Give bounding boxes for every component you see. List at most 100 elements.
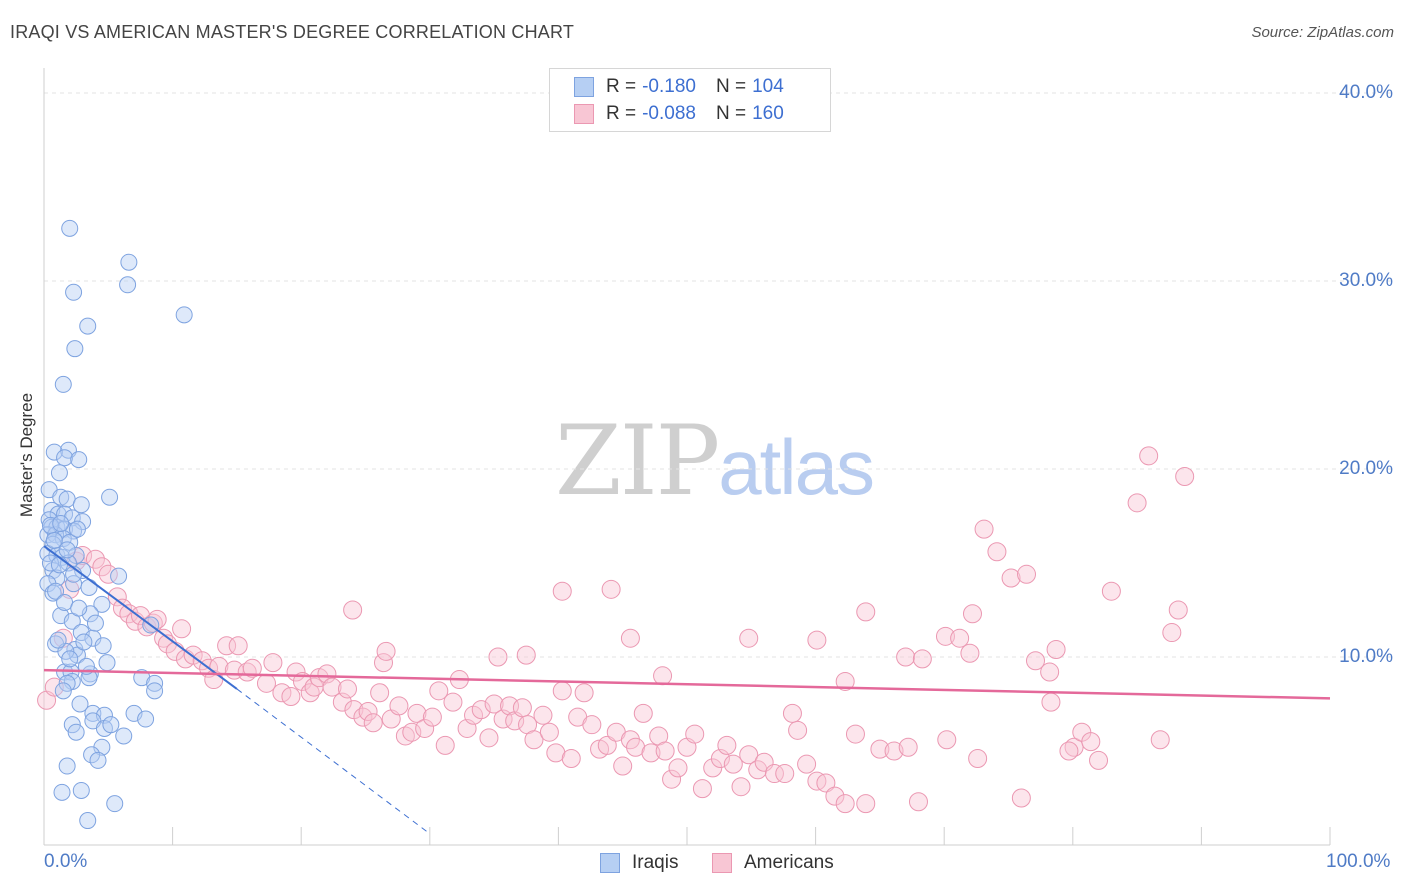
point-iraqis — [45, 443, 63, 461]
point-americans — [73, 545, 93, 565]
point-americans — [764, 764, 784, 784]
point-iraqis — [58, 541, 76, 559]
point-americans — [974, 519, 994, 539]
point-americans — [353, 707, 373, 727]
point-americans — [363, 713, 383, 733]
point-iraqis — [98, 654, 116, 672]
point-americans — [1040, 662, 1060, 682]
point-americans — [1041, 692, 1061, 712]
point-americans — [685, 724, 705, 744]
legend-n-label: N = — [715, 76, 747, 97]
point-americans — [1089, 750, 1109, 770]
point-americans — [835, 794, 855, 814]
point-americans — [717, 735, 737, 755]
point-americans — [574, 683, 594, 703]
point-americans — [788, 720, 808, 740]
point-americans — [422, 707, 442, 727]
point-americans — [256, 673, 276, 693]
y-tick-label: 30.0% — [1339, 270, 1393, 291]
point-iraqis — [94, 637, 112, 655]
point-iraqis — [44, 584, 62, 602]
point-americans — [739, 628, 759, 648]
point-americans — [217, 636, 237, 656]
point-americans — [479, 728, 499, 748]
point-americans — [845, 724, 865, 744]
point-americans — [471, 700, 491, 720]
point-iraqis — [93, 595, 111, 613]
point-iraqis — [75, 633, 93, 651]
point-americans — [1064, 737, 1084, 757]
point-americans — [668, 758, 688, 778]
point-iraqis — [101, 488, 119, 506]
point-americans — [488, 647, 508, 667]
point-iraqis — [106, 795, 124, 813]
point-iraqis — [65, 283, 83, 301]
point-iraqis — [50, 556, 68, 574]
chart-title: IRAQI VS AMERICAN MASTER'S DEGREE CORREL… — [10, 22, 575, 42]
point-americans — [856, 602, 876, 622]
source-label: Source: ZipAtlas.com — [1251, 24, 1394, 41]
trendline-americans — [43, 668, 1331, 700]
point-americans — [898, 737, 918, 757]
point-americans — [582, 715, 602, 735]
point-americans — [775, 764, 795, 784]
point-americans — [1046, 639, 1066, 659]
legend-swatch-iraqis — [574, 77, 594, 97]
point-americans — [723, 754, 743, 774]
point-americans — [322, 677, 342, 697]
point-americans — [337, 679, 357, 699]
trendline-iraqis — [43, 545, 238, 690]
point-americans — [935, 626, 955, 646]
point-americans — [389, 696, 409, 716]
point-iraqis — [72, 781, 90, 799]
point-americans — [154, 628, 174, 648]
point-americans — [300, 683, 320, 703]
point-iraqis — [67, 723, 85, 741]
y-tick-label: 10.0% — [1339, 646, 1393, 667]
trendline-iraqis-extension — [236, 688, 431, 835]
bottom-legend-label-americans: Americans — [744, 852, 834, 873]
point-americans — [395, 726, 415, 746]
point-iraqis — [58, 757, 76, 775]
point-americans — [242, 658, 262, 678]
legend-swatch-americans — [574, 104, 594, 124]
point-iraqis — [133, 669, 151, 687]
point-iraqis — [54, 375, 72, 393]
point-iraqis — [70, 599, 88, 617]
point-americans — [968, 749, 988, 769]
point-americans — [147, 609, 167, 629]
point-americans — [655, 741, 675, 761]
point-americans — [1139, 446, 1159, 466]
y-axis-label: Master's Degree — [17, 392, 36, 518]
point-americans — [816, 773, 836, 793]
point-americans — [731, 777, 751, 797]
bottom-legend-label-iraqis: Iraqis — [632, 852, 679, 873]
point-americans — [484, 694, 504, 714]
point-iraqis — [47, 582, 65, 600]
watermark-zip: ZIP — [555, 405, 720, 517]
point-americans — [85, 549, 105, 569]
point-americans — [962, 604, 982, 624]
point-iraqis — [74, 562, 92, 580]
point-americans — [1059, 741, 1079, 761]
watermark: ZIPatlas — [555, 405, 875, 517]
bottom-swatch-americans — [712, 853, 732, 873]
point-americans — [443, 692, 463, 712]
point-americans — [1127, 493, 1147, 513]
point-americans — [1001, 568, 1021, 588]
point-iraqis — [58, 490, 76, 508]
point-iraqis — [79, 812, 97, 830]
point-iraqis — [80, 578, 98, 596]
point-iraqis — [175, 306, 193, 324]
point-iraqis — [61, 650, 79, 668]
point-americans — [1101, 581, 1121, 601]
point-iraqis — [45, 531, 63, 549]
x-tick-label-min: 0.0% — [44, 851, 88, 872]
point-iraqis — [71, 695, 89, 713]
point-americans — [561, 749, 581, 769]
point-americans — [343, 600, 363, 620]
point-americans — [92, 557, 112, 577]
point-iraqis — [89, 751, 107, 769]
point-americans — [407, 703, 427, 723]
point-americans — [653, 666, 673, 686]
